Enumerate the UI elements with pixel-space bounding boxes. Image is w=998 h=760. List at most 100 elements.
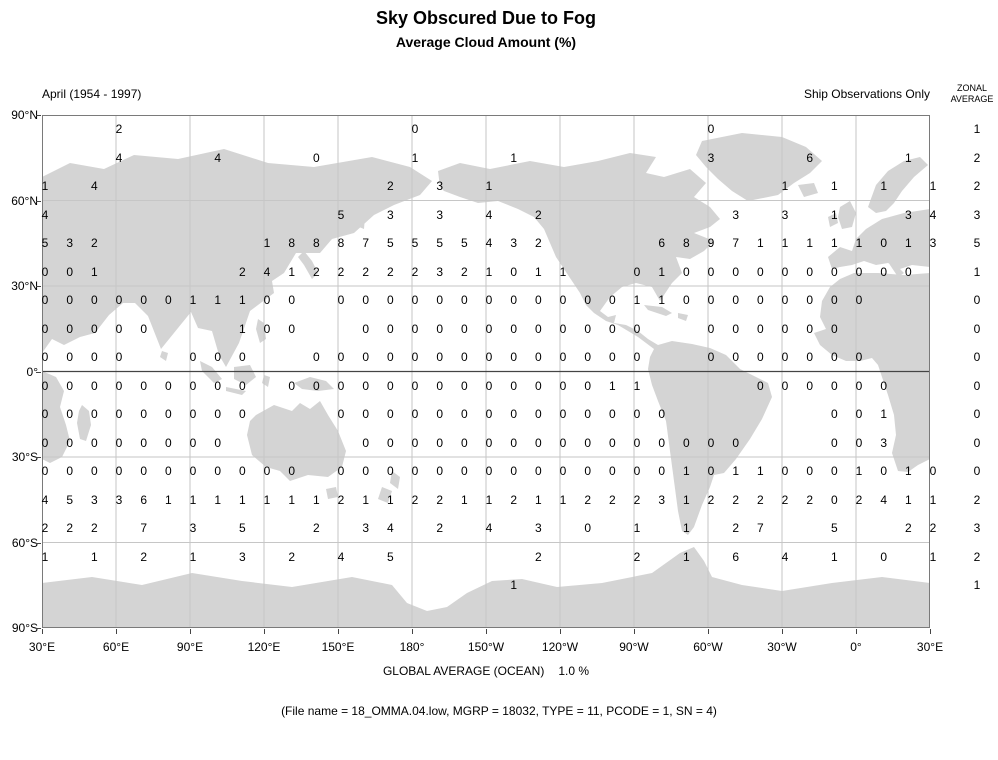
grid-value: 0 (90, 378, 98, 393)
grid-value: 1 (189, 492, 197, 507)
grid-value: 0 (214, 350, 221, 365)
grid-value: 0 (510, 293, 517, 308)
grid-value: 0 (534, 464, 542, 479)
grid-value: 0 (806, 321, 813, 336)
grid-value: 0 (584, 293, 591, 308)
global-average-label: GLOBAL AVERAGE (OCEAN) (382, 664, 545, 678)
continent-iceland (798, 183, 818, 197)
grid-value: 0 (559, 378, 567, 393)
continent-java (226, 387, 246, 395)
grid-value: 0 (633, 321, 641, 336)
grid-value: 0 (436, 321, 443, 336)
page-subtitle: Average Cloud Amount (%) (395, 34, 577, 50)
grid-value: 0 (90, 350, 98, 365)
x-tick-label: 0° (850, 640, 862, 654)
zonal-header-line2: AVERAGE (950, 94, 994, 104)
grid-value: 0 (362, 321, 369, 336)
grid-value: 0 (608, 464, 616, 479)
grid-value: 6 (140, 492, 147, 507)
grid-value: 0 (732, 321, 739, 336)
grid-value: 1 (830, 236, 838, 251)
grid-value: 1 (312, 492, 320, 507)
grid-value: 2 (633, 492, 641, 507)
continent-cuba (644, 305, 672, 316)
grid-value: 0 (855, 350, 863, 365)
grid-value: 3 (732, 207, 739, 222)
grid-value: 0 (362, 464, 369, 479)
grid-value: 0 (880, 464, 887, 479)
grid-value: 0 (781, 321, 789, 336)
grid-value: 3 (658, 492, 665, 507)
grid-value: 0 (756, 321, 764, 336)
grid-value: 0 (485, 464, 493, 479)
grid-value: 1 (732, 464, 739, 479)
grid-value: 2 (534, 236, 542, 251)
grid-value: 0 (633, 350, 641, 365)
grid-value: 0 (90, 407, 98, 422)
continent-ireland (828, 213, 838, 227)
grid-value: 5 (411, 236, 419, 251)
world-map (42, 115, 930, 628)
grid-value: 1 (658, 264, 665, 279)
zonal-average-value: 2 (973, 492, 981, 507)
grid-value: 5 (436, 236, 443, 251)
grid-value: 1 (830, 179, 838, 194)
grid-value: 1 (238, 492, 246, 507)
grid-value: 0 (288, 464, 295, 479)
grid-value: 7 (756, 521, 764, 536)
grid-value: 0 (781, 264, 789, 279)
x-tick-label: 150°E (321, 640, 355, 654)
grid-value: 0 (436, 435, 443, 450)
grid-value: 1 (386, 492, 394, 507)
y-tick-label: 60°N (11, 193, 38, 208)
global-average-value: 1.0 % (558, 664, 590, 678)
grid-value: 0 (460, 435, 468, 450)
page-title: Sky Obscured Due to Fog (375, 8, 597, 28)
grid-value: 1 (164, 492, 172, 507)
continent-tasmania (326, 487, 338, 499)
grid-value: 0 (411, 321, 419, 336)
grid-value: 3 (781, 207, 789, 222)
grid-value: 2 (534, 207, 542, 222)
grid-value: 0 (608, 435, 616, 450)
grid-value: 6 (658, 236, 665, 251)
grid-value: 1 (855, 464, 863, 479)
grid-value: 0 (658, 435, 665, 450)
grid-value: 0 (411, 435, 419, 450)
grid-value: 1 (534, 264, 542, 279)
grid-value: 0 (337, 407, 345, 422)
grid-value: 0 (485, 407, 493, 422)
grid-value: 2 (312, 264, 320, 279)
world-map-frame (42, 115, 930, 628)
grid-value: 1 (362, 492, 369, 507)
grid-value: 0 (633, 407, 641, 422)
grid-value: 1 (682, 521, 690, 536)
grid-value: 0 (386, 350, 394, 365)
grid-value: 0 (707, 321, 715, 336)
grid-value: 0 (460, 293, 468, 308)
grid-value: 0 (337, 293, 345, 308)
grid-value: 1 (904, 464, 912, 479)
grid-value: 0 (90, 321, 98, 336)
grid-value: 0 (830, 264, 838, 279)
grid-value: 0 (460, 321, 468, 336)
grid-value: 2 (66, 521, 73, 536)
grid-value: 6 (806, 150, 813, 165)
x-tick-label: 120°W (541, 640, 579, 654)
grid-value: 0 (337, 464, 345, 479)
grid-value: 2 (411, 492, 419, 507)
grid-value: 0 (115, 350, 123, 365)
grid-value: 0 (436, 350, 443, 365)
x-tick-label: 90°E (176, 640, 204, 654)
grid-value: 0 (436, 407, 443, 422)
grid-value: 1 (90, 549, 98, 564)
grid-value: 0 (658, 407, 665, 422)
grid-value: 0 (682, 264, 690, 279)
zonal-average-header: ZONAL AVERAGE (944, 83, 998, 105)
grid-value: 0 (362, 350, 369, 365)
x-tick-label: 90°W (619, 640, 649, 654)
zonal-average-value: 0 (973, 378, 981, 393)
grid-value: 1 (485, 264, 493, 279)
grid-value: 7 (732, 236, 739, 251)
grid-value: 0 (608, 350, 616, 365)
